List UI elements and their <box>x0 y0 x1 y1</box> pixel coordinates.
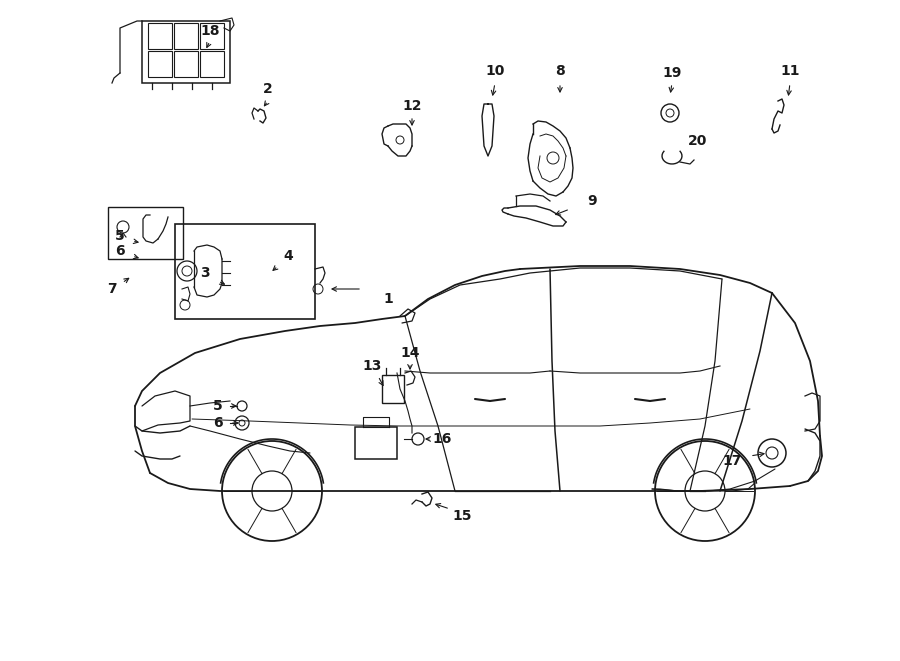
Text: 18: 18 <box>200 24 220 38</box>
Text: 2: 2 <box>263 82 273 96</box>
Text: 12: 12 <box>402 99 422 113</box>
Text: 6: 6 <box>115 244 125 258</box>
Text: 1: 1 <box>383 292 393 306</box>
Text: 16: 16 <box>432 432 452 446</box>
Text: 9: 9 <box>587 194 597 208</box>
Text: 15: 15 <box>452 509 472 523</box>
Text: 19: 19 <box>662 66 681 80</box>
Text: 4: 4 <box>284 249 292 263</box>
Bar <box>355 427 397 459</box>
Bar <box>108 207 183 259</box>
Text: 5: 5 <box>115 229 125 243</box>
Text: 13: 13 <box>363 359 382 373</box>
Bar <box>174 51 198 77</box>
Text: 6: 6 <box>213 416 223 430</box>
Bar <box>142 21 230 83</box>
Text: 17: 17 <box>723 454 742 468</box>
Bar <box>200 23 224 49</box>
Bar <box>175 224 315 319</box>
Bar <box>174 23 198 49</box>
Text: 11: 11 <box>780 64 800 78</box>
Text: 8: 8 <box>555 64 565 78</box>
Bar <box>382 375 404 403</box>
Text: 3: 3 <box>200 266 210 280</box>
Text: 14: 14 <box>400 346 419 360</box>
Text: 5: 5 <box>213 399 223 413</box>
Bar <box>148 51 172 77</box>
Text: 10: 10 <box>485 64 505 78</box>
Bar <box>200 51 224 77</box>
Text: 20: 20 <box>688 134 707 148</box>
Text: 7: 7 <box>107 282 117 296</box>
Bar <box>148 23 172 49</box>
